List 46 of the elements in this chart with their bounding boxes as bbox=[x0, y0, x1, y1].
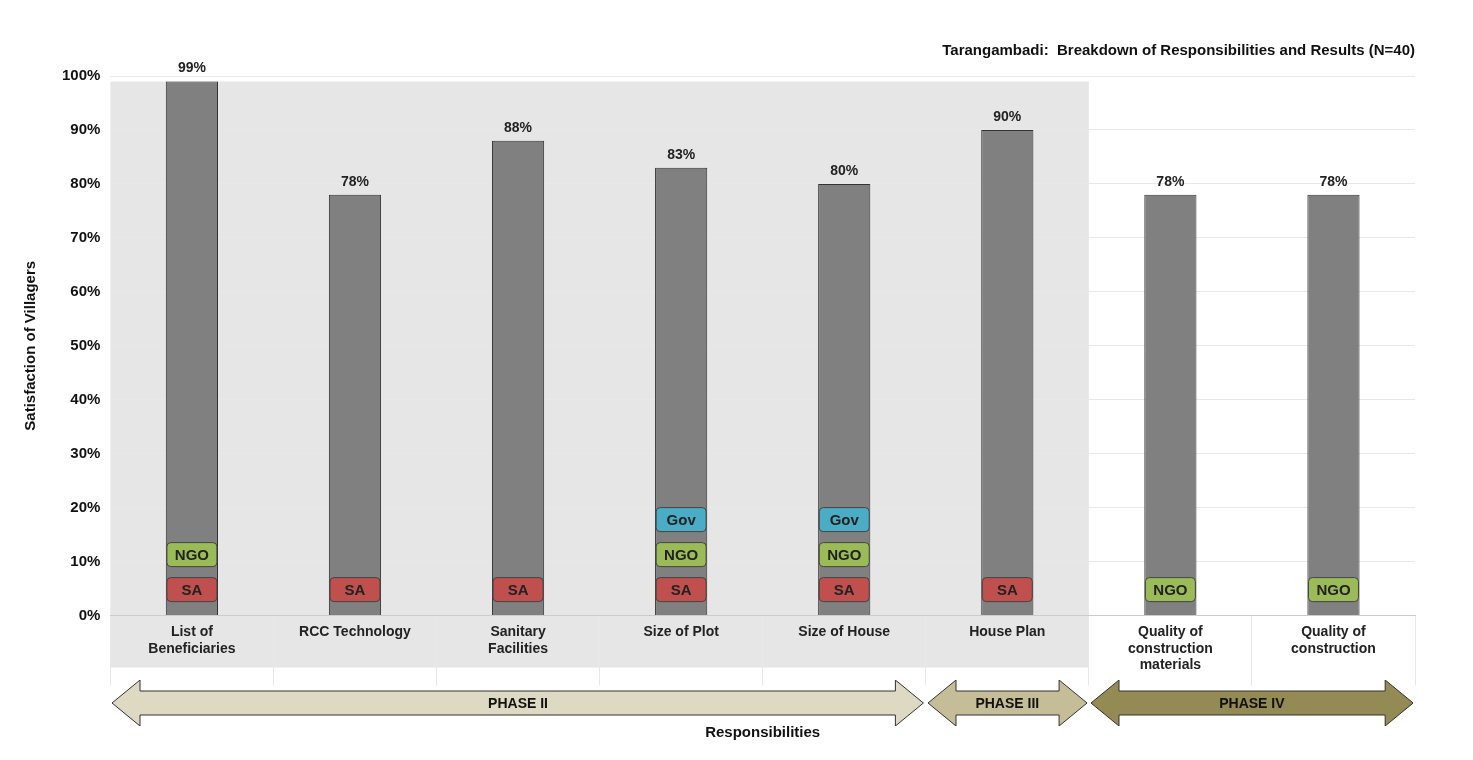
chart-title: Tarangambadi: Breakdown of Responsibilities and Results (N=40) bbox=[942, 41, 1415, 59]
annotation: NGO bbox=[664, 545, 699, 563]
double-headed-arrow: PHASE IV bbox=[1090, 679, 1413, 726]
y-tick-label: 100% bbox=[61, 66, 101, 84]
data-label: 78% bbox=[1156, 172, 1185, 189]
y-tick-label: 0% bbox=[78, 605, 101, 623]
y-tick-label: 40% bbox=[70, 389, 101, 407]
y-tick-label: 90% bbox=[70, 120, 101, 138]
x-tick-label: RCC Technology bbox=[299, 622, 412, 639]
y-tick-label: 60% bbox=[70, 281, 101, 299]
double-headed-arrow: PHASE II bbox=[112, 679, 924, 726]
x-tick-label: Size of Plot bbox=[643, 622, 720, 639]
annotation: NGO bbox=[174, 545, 210, 563]
annotation: Gov bbox=[829, 510, 860, 528]
annotation: SA bbox=[181, 580, 203, 598]
data-label: 78% bbox=[340, 172, 370, 189]
data-label: 80% bbox=[830, 161, 859, 178]
data-label: 88% bbox=[504, 118, 533, 135]
annotation: NGO bbox=[1316, 580, 1351, 598]
x-tick-label: List of Beneficiaries bbox=[148, 622, 236, 656]
annotation: NGO bbox=[827, 545, 862, 563]
annotation: Gov bbox=[666, 510, 697, 528]
y-tick-label: 10% bbox=[70, 551, 101, 569]
double-headed-arrow: PHASE III bbox=[927, 679, 1087, 726]
y-tick-label: 20% bbox=[70, 497, 101, 515]
data-label: 78% bbox=[1319, 172, 1349, 189]
annotation: SA bbox=[507, 580, 529, 598]
x-axis-title: Responsibilities bbox=[705, 723, 821, 741]
y-tick-label: 80% bbox=[70, 174, 101, 192]
x-tick-label: Quality of construction bbox=[1291, 622, 1376, 656]
x-tick-label: Quality of construction materials bbox=[1127, 622, 1213, 673]
data-label: 83% bbox=[667, 145, 696, 162]
x-tick-label: House Plan bbox=[969, 622, 1046, 639]
data-label: 99% bbox=[177, 59, 207, 76]
annotation: SA bbox=[344, 580, 366, 598]
annotation: SA bbox=[833, 580, 855, 598]
annotation: SA bbox=[670, 580, 692, 598]
y-tick-label: 50% bbox=[70, 335, 101, 353]
annotation: SA bbox=[996, 580, 1018, 598]
data-label: 90% bbox=[993, 107, 1022, 124]
y-tick-label: 30% bbox=[70, 443, 101, 461]
y-axis-title: Satisfaction of Villagers bbox=[21, 260, 39, 431]
y-tick-label: 70% bbox=[70, 228, 101, 246]
annotation: NGO bbox=[1153, 580, 1188, 598]
x-tick-label: Sanitary Facilities bbox=[488, 622, 549, 656]
x-tick-label: Size of House bbox=[798, 622, 891, 639]
